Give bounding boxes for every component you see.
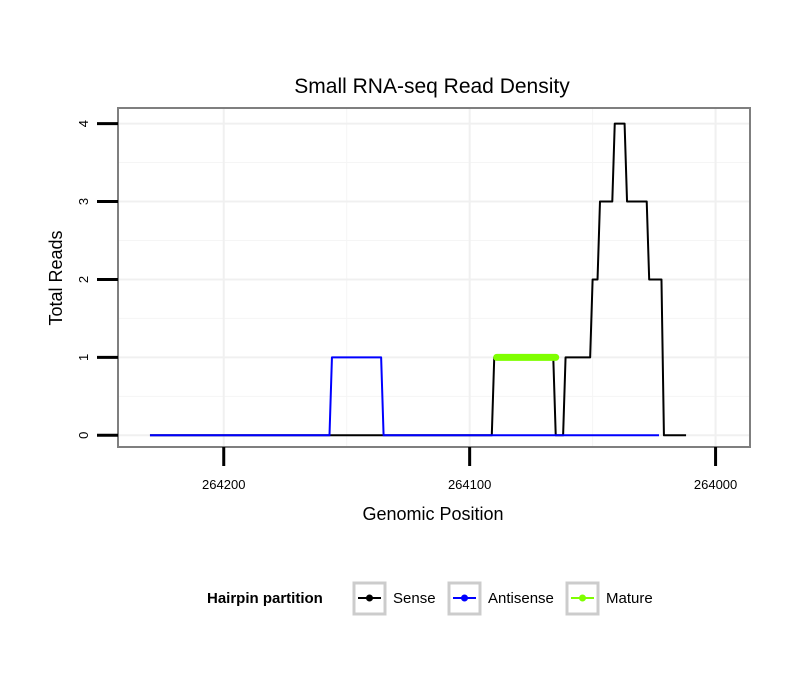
x-tick-label: 264200 — [202, 477, 245, 492]
legend-title: Hairpin partition — [207, 590, 323, 607]
legend-item-antisense: Antisense — [447, 581, 554, 616]
legend-label-sense: Sense — [393, 590, 436, 607]
legend-item-sense: Sense — [352, 581, 436, 616]
y-axis: 0 1 2 3 4 — [76, 120, 118, 439]
legend-item-mature: Mature — [565, 581, 653, 616]
series-layer — [149, 122, 687, 437]
plot-panel-border — [117, 107, 751, 448]
legend-label-antisense: Antisense — [488, 590, 554, 607]
x-tick-label: 264100 — [448, 477, 491, 492]
y-tick-label: 2 — [76, 276, 91, 283]
legend-dot-antisense — [461, 594, 468, 602]
x-tick-label: 264000 — [694, 477, 737, 492]
series-line-sense — [149, 122, 687, 437]
x-axis: 264200 264100 264000 — [202, 447, 737, 492]
grid — [118, 108, 750, 447]
y-tick-label: 1 — [76, 354, 91, 361]
y-tick-label: 3 — [76, 198, 91, 205]
legend: Hairpin partition Sense Antisense Mature — [207, 581, 653, 616]
y-tick-label: 0 — [76, 432, 91, 439]
x-axis-label: Genomic Position — [362, 504, 503, 524]
series-line-antisense — [149, 356, 660, 437]
legend-label-mature: Mature — [606, 590, 653, 607]
legend-dot-mature — [579, 594, 586, 602]
y-axis-label: Total Reads — [46, 230, 66, 325]
legend-dot-sense — [366, 594, 373, 602]
chart-title: Small RNA-seq Read Density — [294, 75, 570, 98]
y-tick-label: 4 — [76, 120, 91, 127]
